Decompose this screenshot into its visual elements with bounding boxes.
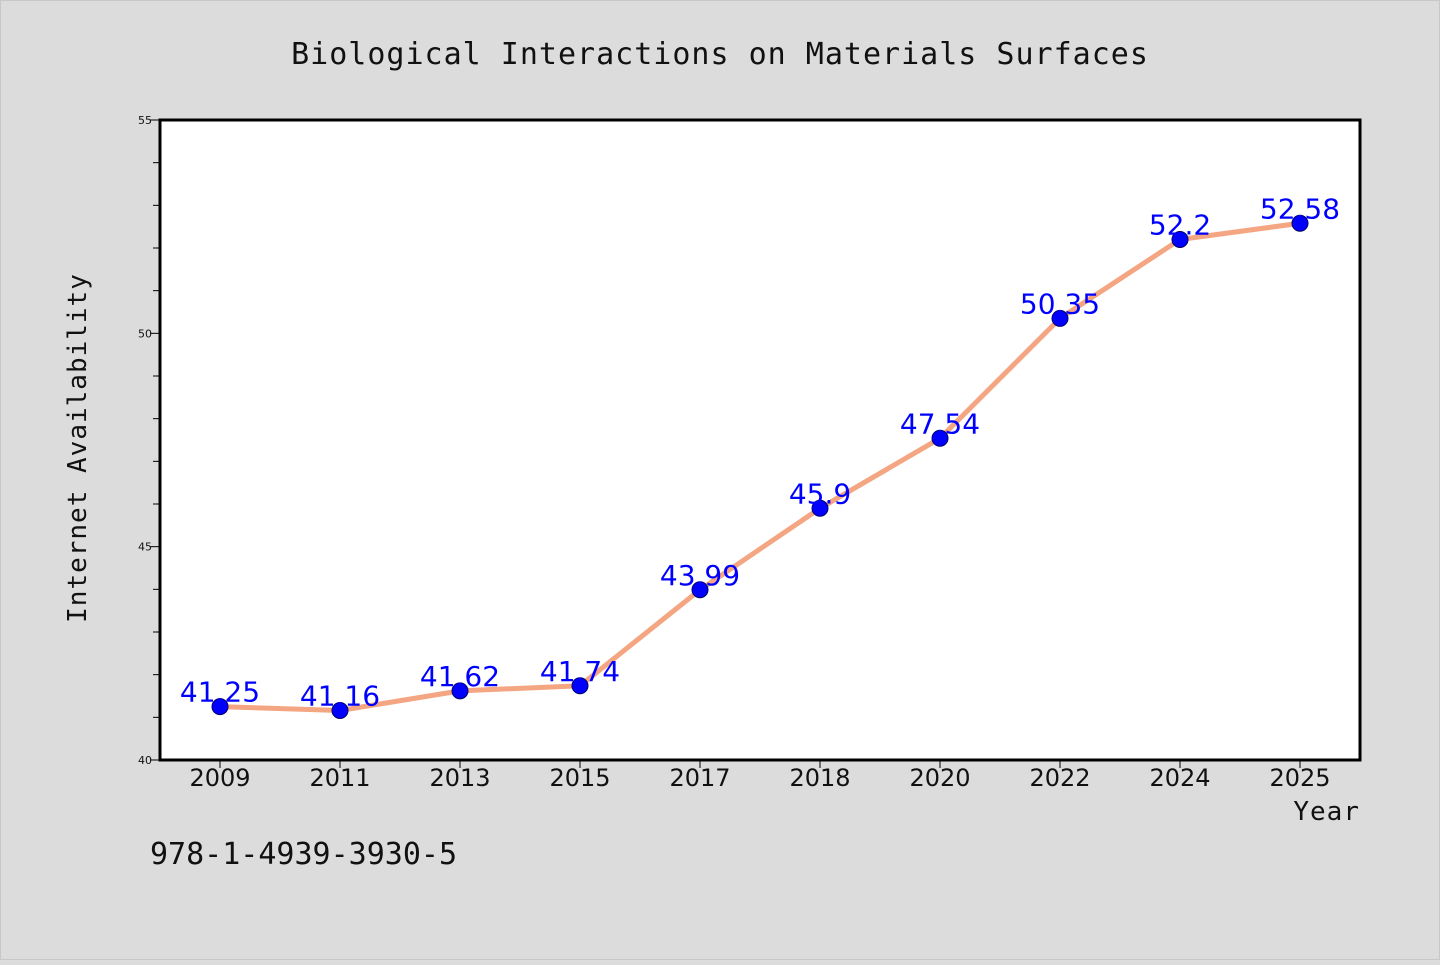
- data-point: [211, 698, 229, 716]
- data-point: [1171, 230, 1189, 248]
- isbn-footer: 978-1-4939-3930-5: [150, 837, 457, 872]
- x-tick-label: 2018: [789, 764, 850, 792]
- x-tick-label: 2022: [1029, 764, 1090, 792]
- data-label: 52.58: [1260, 192, 1340, 225]
- data-point: [331, 702, 349, 720]
- x-axis-ticks: 2009 2011 2013 2015 2017 2018 2020 2022 2024 2025: [189, 760, 1331, 792]
- data-label: 47.54: [900, 407, 980, 440]
- data-label: 50.35: [1020, 287, 1100, 320]
- plot-frame: [158, 118, 1362, 762]
- data-label: 41.62: [420, 660, 500, 693]
- series-group: 41.25 41.16 41.62 41.74 43.99 45.9 47.54 50.35 5…: [180, 192, 1340, 720]
- series-line: [217, 220, 1303, 714]
- x-tick-label: 2013: [429, 764, 490, 792]
- data-label: 52.2: [1149, 208, 1211, 241]
- x-tick-label: 2024: [1149, 764, 1210, 792]
- x-tick-label: 2009: [189, 764, 250, 792]
- data-point: [451, 682, 469, 700]
- data-label: 41.74: [540, 655, 620, 688]
- data-label: 45.9: [789, 477, 851, 510]
- plot-area: [160, 120, 1360, 760]
- y-tick-label: 55: [138, 114, 152, 127]
- x-tick-label: 2020: [909, 764, 970, 792]
- y-tick-label: 40: [138, 754, 152, 767]
- x-tick-label: 2017: [669, 764, 730, 792]
- x-tick-label: 2011: [309, 764, 370, 792]
- x-tick-label: 2025: [1269, 764, 1330, 792]
- data-point: [811, 499, 829, 517]
- data-point: [1291, 214, 1309, 232]
- x-axis-title: Year: [1293, 797, 1360, 827]
- data-point: [931, 429, 949, 447]
- x-tick-label: 2015: [549, 764, 610, 792]
- y-tick-label: 50: [138, 327, 152, 340]
- y-axis-title: Internet Availability: [63, 273, 93, 623]
- data-label: 43.99: [660, 559, 740, 592]
- data-point: [691, 581, 709, 599]
- data-label: 41.16: [300, 680, 380, 713]
- y-tick-label: 45: [138, 541, 152, 554]
- data-point: [571, 677, 589, 695]
- y-axis-ticks: 40 45 50 55: [138, 114, 160, 767]
- chart-title: Biological Interactions on Materials Sur…: [291, 37, 1149, 72]
- data-label: 41.25: [180, 676, 260, 709]
- data-point: [1051, 309, 1069, 327]
